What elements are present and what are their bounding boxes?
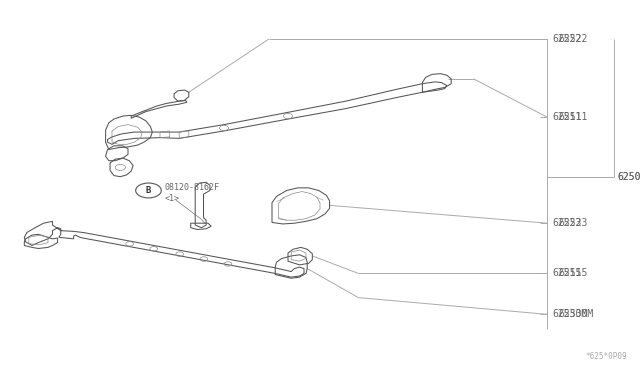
Text: <1>: <1> [164,194,179,203]
Text: 62530M: 62530M [552,310,588,319]
Text: 62511: 62511 [552,112,582,122]
Text: 62500: 62500 [618,172,640,182]
Text: 62500: 62500 [618,172,640,182]
Text: 62523: 62523 [559,218,588,228]
Text: B: B [146,186,151,195]
Text: 62522: 62522 [559,34,588,44]
Text: 08120-8162F: 08120-8162F [164,183,220,192]
Text: 62511: 62511 [559,112,588,122]
Text: 62523: 62523 [552,218,582,228]
Text: 62515: 62515 [559,269,588,278]
Text: *625*0P09: *625*0P09 [586,352,627,361]
Text: 62530M: 62530M [559,310,594,319]
Text: 62522: 62522 [552,34,582,44]
Text: 62515: 62515 [552,269,582,278]
